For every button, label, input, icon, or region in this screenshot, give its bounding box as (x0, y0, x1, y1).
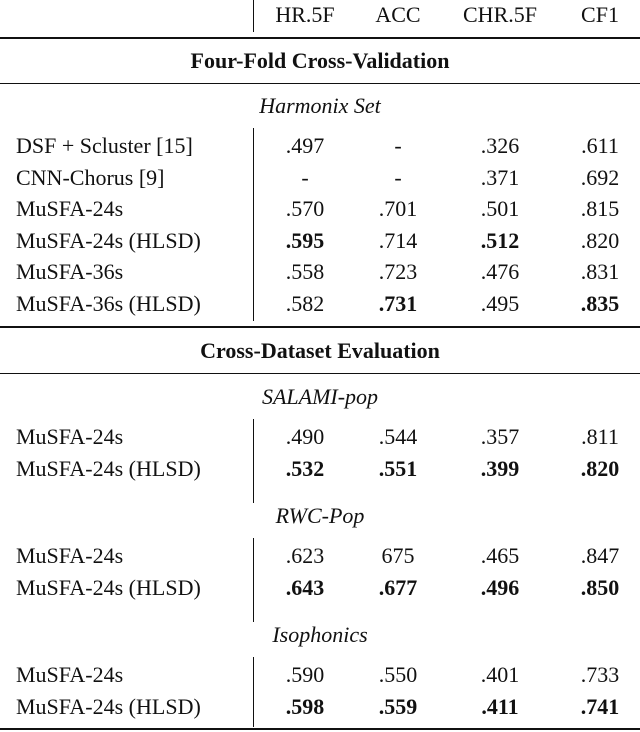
group-title: SALAMI-pop (261, 384, 379, 409)
cell: .714 (378, 227, 418, 253)
cell: - (301, 164, 309, 190)
divider (253, 0, 254, 32)
cell: .733 (580, 662, 620, 687)
row-label: MuSFA-36s (16, 259, 124, 284)
row-label: MuSFA-24s (HLSD) (16, 227, 201, 253)
cell: .692 (580, 164, 620, 190)
cell: .811 (581, 424, 619, 449)
cell: .357 (480, 424, 520, 449)
group-title: Isophonics (272, 622, 368, 647)
column-header: ACC (375, 2, 421, 27)
cell: .595 (285, 227, 325, 253)
section-title: Four-Fold Cross-Validation (190, 48, 450, 73)
rule (0, 37, 640, 39)
cell: .643 (285, 574, 325, 600)
cell: .847 (580, 543, 620, 568)
cell: .501 (480, 196, 520, 221)
cell: 675 (381, 543, 415, 568)
cell: .831 (580, 259, 620, 284)
group-title: Harmonix Set (259, 93, 381, 118)
cell: .496 (480, 574, 520, 600)
cell: .401 (480, 662, 520, 687)
row-label: MuSFA-24s (HLSD) (16, 455, 201, 481)
cell: .326 (480, 133, 520, 158)
cell: .701 (378, 196, 418, 221)
cell: .741 (580, 693, 620, 719)
group-title: RWC-Pop (275, 503, 365, 528)
row-label: MuSFA-24s (HLSD) (16, 574, 201, 600)
cell: .476 (480, 259, 520, 284)
cell: .495 (480, 290, 520, 316)
cell: .544 (378, 424, 418, 449)
cell: .598 (285, 693, 325, 719)
divider (253, 657, 254, 727)
cell: .820 (580, 455, 620, 481)
cell: .490 (285, 424, 325, 449)
divider (253, 538, 254, 622)
cell: .815 (580, 196, 620, 221)
cell: .731 (378, 290, 418, 316)
rule (0, 326, 640, 328)
row-label: MuSFA-24s (16, 196, 124, 221)
cell: .835 (580, 290, 620, 316)
cell: .371 (480, 164, 520, 190)
cell: .411 (481, 693, 519, 719)
cell: .820 (580, 227, 620, 253)
cell: .590 (285, 662, 325, 687)
cell: .850 (580, 574, 620, 600)
row-label: DSF + Scluster [15] (16, 133, 193, 158)
divider (253, 128, 254, 321)
column-header: HR.5F (275, 2, 335, 27)
cell: .559 (378, 693, 418, 719)
cell: .497 (285, 133, 325, 158)
row-label: MuSFA-24s (16, 543, 124, 568)
cell: .399 (480, 455, 520, 481)
cell: .550 (378, 662, 418, 687)
column-header: CHR.5F (463, 2, 537, 27)
row-label: MuSFA-36s (HLSD) (16, 290, 201, 316)
row-label: MuSFA-24s (HLSD) (16, 693, 201, 719)
column-header: CF1 (581, 2, 619, 27)
cell: .465 (480, 543, 520, 568)
section-title: Cross-Dataset Evaluation (200, 338, 440, 363)
cell: .623 (285, 543, 325, 568)
row-label: CNN-Chorus [9] (16, 164, 165, 190)
divider (253, 419, 254, 503)
cell: .532 (285, 455, 325, 481)
row-label: MuSFA-24s (16, 424, 124, 449)
cell: .551 (378, 455, 418, 481)
cell: .570 (285, 196, 325, 221)
cell: .677 (378, 574, 418, 600)
rule (0, 728, 640, 730)
rule (0, 83, 640, 84)
cell: - (394, 164, 402, 190)
cell: .512 (480, 227, 520, 253)
row-label: MuSFA-24s (16, 662, 124, 687)
rule (0, 373, 640, 374)
cell: .582 (285, 290, 325, 316)
cell: - (394, 133, 402, 158)
cell: .723 (378, 259, 418, 284)
cell: .611 (581, 133, 619, 158)
cell: .558 (285, 259, 325, 284)
